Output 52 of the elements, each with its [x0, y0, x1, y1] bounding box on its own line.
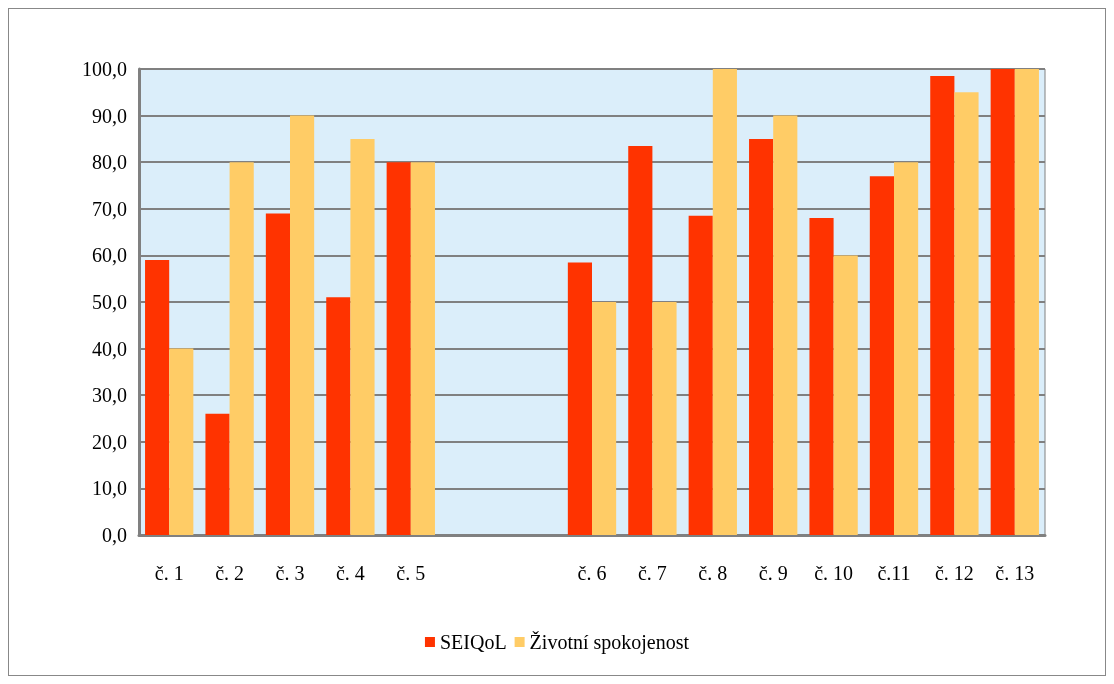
bar [410, 162, 435, 535]
bar [954, 92, 979, 535]
bar [833, 255, 858, 535]
bar [809, 218, 834, 535]
x-tick-label: č. 6 [577, 562, 607, 584]
x-tick-label: č. 1 [154, 562, 184, 584]
x-tick-label: č. 4 [335, 562, 365, 584]
y-tick-label: 40,0 [92, 337, 127, 360]
y-tick-label: 20,0 [92, 430, 127, 453]
bar [652, 302, 677, 535]
y-tick-label: 10,0 [92, 477, 127, 500]
bar [145, 260, 170, 535]
bar [592, 302, 617, 535]
bar [990, 69, 1015, 535]
y-tick-label: 60,0 [92, 244, 127, 267]
x-tick-label: č. 3 [275, 562, 305, 584]
x-tick-label: č. 2 [215, 562, 245, 584]
bar [229, 162, 254, 535]
x-tick-label: č. 12 [934, 562, 974, 584]
legend-label: SEIQoL [439, 631, 507, 653]
y-tick-label: 80,0 [92, 151, 127, 174]
bar [326, 297, 351, 535]
bar [386, 162, 411, 535]
bar [567, 262, 592, 535]
bar [930, 75, 955, 535]
y-tick-label: 90,0 [92, 104, 127, 127]
bar [265, 213, 290, 535]
x-tick-label: č. 7 [637, 562, 667, 584]
y-tick-label: 100,0 [82, 58, 127, 80]
bar [749, 138, 774, 535]
x-tick-label: č. 9 [758, 562, 788, 584]
y-tick-label: 0,0 [102, 524, 127, 546]
bar [628, 145, 653, 535]
y-tick-label: 30,0 [92, 384, 127, 407]
bar [688, 215, 713, 535]
bar [712, 69, 737, 535]
bar [169, 348, 194, 535]
x-tick-label: č. 13 [995, 562, 1035, 584]
x-tick-label: č.11 [877, 562, 911, 584]
x-tick-label: č. 5 [396, 562, 426, 584]
bar [773, 115, 798, 535]
y-tick-label: 50,0 [92, 291, 127, 313]
bar [894, 162, 919, 535]
x-tick-label: č. 10 [814, 562, 854, 584]
bar [290, 115, 315, 535]
y-tick-label: 70,0 [92, 197, 127, 220]
x-tick-label: č. 8 [698, 562, 728, 584]
bar [350, 138, 375, 535]
bar [205, 413, 230, 535]
bar [869, 176, 894, 535]
bar [1014, 69, 1039, 535]
legend-label: Životní spokojenost [529, 631, 690, 654]
